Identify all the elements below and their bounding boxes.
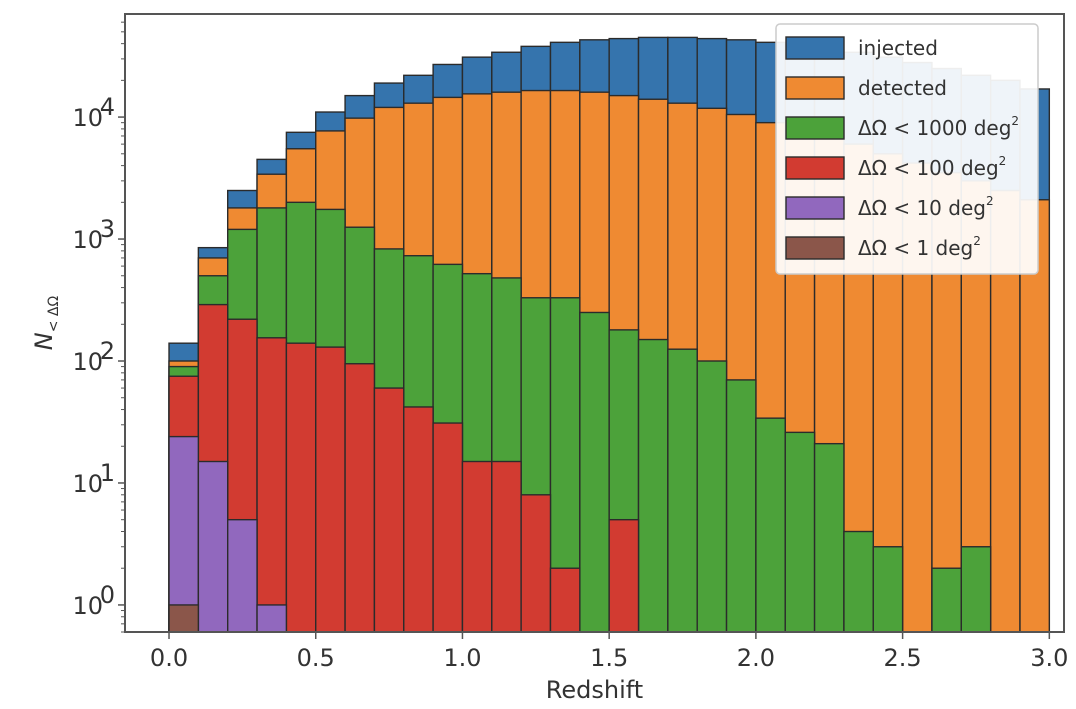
bar (667, 348, 698, 633)
x-tick-label: 2.0 (737, 644, 775, 672)
x-axis: 0.0 0.5 1.0 1.5 2.0 2.5 3.0 (150, 632, 1068, 672)
legend-label: ΔΩ < 10 deg2 (858, 194, 994, 220)
bar (608, 518, 640, 633)
bar (960, 546, 992, 633)
y-axis-label: N< ΔΩ (30, 296, 62, 351)
legend-swatch (785, 236, 845, 260)
legend-label-sup: 2 (1011, 114, 1019, 128)
y-tick-label: 10 (72, 592, 103, 620)
bar (813, 442, 845, 633)
legend-label-sup: 2 (986, 194, 994, 208)
bar (403, 406, 434, 633)
y-axis-label-subscript: < ΔΩ (46, 296, 62, 333)
y-tick-label: 10 (72, 104, 103, 132)
bar (197, 460, 229, 633)
legend-label: ΔΩ < 1000 deg2 (858, 114, 1019, 140)
bar (373, 387, 405, 633)
legend-label-sup: 2 (973, 234, 981, 248)
x-tick-label: 2.5 (884, 644, 922, 672)
y-tick-label: 10 (72, 470, 103, 498)
legend-label-sup: 2 (999, 154, 1007, 168)
y-tick-exponent: 3 (100, 215, 115, 243)
x-tick-label: 0.5 (297, 644, 335, 672)
bar (256, 604, 288, 633)
bar (784, 431, 816, 633)
bar (637, 338, 669, 633)
bar (843, 530, 874, 633)
bar (461, 460, 493, 633)
bar (168, 604, 200, 633)
bar (549, 567, 581, 633)
y-tick-label: 10 (72, 348, 103, 376)
bar (344, 363, 376, 633)
y-tick-exponent: 2 (100, 337, 115, 365)
x-axis-label: Redshift (546, 676, 643, 704)
x-tick-label: 1.0 (443, 644, 481, 672)
bar (491, 460, 522, 633)
y-tick-exponent: 4 (100, 93, 115, 121)
x-tick-label: 3.0 (1030, 644, 1068, 672)
legend-swatch (785, 36, 845, 60)
legend-swatch (785, 196, 845, 220)
bar (696, 360, 728, 633)
bar (256, 337, 288, 633)
y-tick-label: 10 (72, 226, 103, 254)
bar (285, 342, 317, 633)
legend-swatch (785, 116, 845, 140)
bar (315, 346, 346, 633)
bars-layer (168, 36, 1051, 633)
bar (725, 379, 757, 633)
y-tick-exponent: 1 (100, 459, 115, 487)
bar (579, 311, 610, 633)
bar (520, 494, 552, 633)
series-5 (168, 604, 200, 633)
bar (931, 567, 962, 633)
legend-label: injected (858, 36, 938, 60)
bar (227, 518, 258, 633)
bar (872, 546, 904, 633)
legend-swatch (785, 156, 845, 180)
legend-label: ΔΩ < 100 deg2 (858, 154, 1006, 180)
y-axis-label-main: N (30, 332, 58, 350)
bar (432, 422, 464, 633)
legend-label: ΔΩ < 1 deg2 (858, 234, 981, 260)
y-tick-exponent: 0 (100, 581, 115, 609)
series-4 (168, 435, 288, 633)
bar (755, 417, 786, 633)
plot-frame (124, 13, 1065, 633)
bar (168, 435, 200, 633)
legend: injected detected ΔΩ < 1000 deg2 ΔΩ < 100 d… (775, 23, 1039, 275)
x-tick-label: 0.0 (150, 644, 188, 672)
x-tick-label: 1.5 (590, 644, 628, 672)
legend-swatch (785, 76, 845, 100)
legend-label: detected (858, 76, 947, 100)
